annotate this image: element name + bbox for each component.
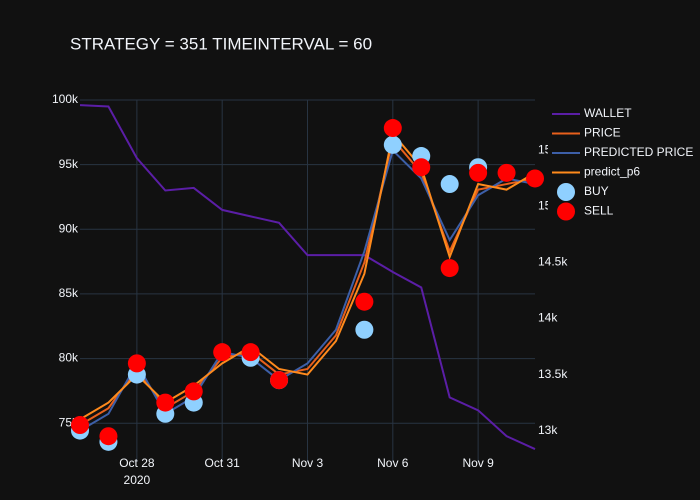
legend-label: PRICE <box>584 126 621 140</box>
sell-marker <box>213 343 232 362</box>
sell-marker <box>241 343 260 362</box>
y-tick-label: 90k <box>59 221 79 235</box>
y-tick-label: 80k <box>59 351 79 365</box>
sell-marker <box>440 259 459 278</box>
sell-marker <box>355 292 374 311</box>
sell-marker <box>469 163 488 182</box>
y-tick-label: 100k <box>52 92 79 106</box>
sell-marker <box>412 158 431 177</box>
y2-tick-label: 13.5k <box>538 367 568 381</box>
series-line <box>79 148 536 432</box>
sell-marker <box>156 393 175 412</box>
legend-label: BUY <box>584 184 609 198</box>
x-tick-label: Nov 9 <box>462 456 494 470</box>
sell-marker <box>99 427 118 446</box>
sell-marker <box>184 382 203 401</box>
legend-label: WALLET <box>584 106 632 120</box>
buy-marker <box>440 175 459 194</box>
y2-tick-label: 13k <box>538 423 558 437</box>
sell-marker <box>497 163 516 182</box>
sell-marker <box>383 119 402 138</box>
y2-tick-label: 14.5k <box>538 255 568 269</box>
legend-label: SELL <box>584 204 614 218</box>
chart-title: STRATEGY = 351 TIMEINTERVAL = 60 <box>70 34 372 53</box>
x-tick-label: Oct 31 <box>205 456 241 470</box>
x-tick-label: Nov 3 <box>292 456 324 470</box>
legend-label: PREDICTED PRICE <box>584 145 693 159</box>
series-line <box>79 104 536 450</box>
series-line <box>79 131 536 421</box>
legend-swatch <box>557 202 575 221</box>
y-tick-label: 95k <box>59 157 79 171</box>
sell-marker <box>526 169 544 188</box>
y2-tick-label: 14k <box>538 311 558 325</box>
y-tick-label: 85k <box>59 286 79 300</box>
buy-marker <box>383 135 402 154</box>
legend-swatch <box>557 183 575 201</box>
x-tick-label: Nov 6 <box>377 456 409 470</box>
legend-background <box>548 102 698 224</box>
buy-marker <box>355 320 374 339</box>
x-year-label: 2020 <box>124 473 151 487</box>
sell-marker <box>270 371 289 390</box>
x-tick-label: Oct 28 <box>119 456 155 470</box>
sell-marker <box>71 416 89 435</box>
sell-marker <box>127 354 146 373</box>
legend-label: predict_p6 <box>584 165 640 179</box>
